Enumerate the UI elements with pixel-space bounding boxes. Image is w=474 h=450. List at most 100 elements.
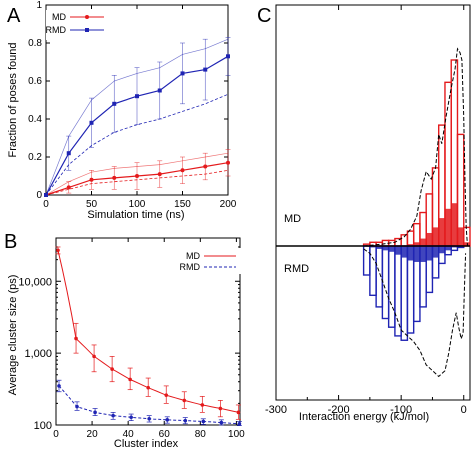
panel-a-md-point [157,172,162,177]
panel-a-plot: 0 50 100 150 200 0 0.2 0.4 0.6 0.8 1 [28,0,237,210]
panel-a-md-point [135,174,139,178]
panel-c-x-tick-label: -100 [390,404,412,416]
panel-a-md-point [66,185,71,190]
panel-c-rmd-filled-bar [451,246,458,248]
panel-b-y-tick-label: 100 [34,420,52,432]
panel-a-y-label: Fraction of poses found [7,43,19,158]
panel-b-rmd-point [147,416,151,421]
panel-b-x-tick-label: 40 [123,429,135,440]
panel-a-md-point [203,164,208,169]
panel-b-rmd-point [237,421,242,426]
panel-c-letter: C [257,5,271,27]
panel-c-rmd-open-bar [394,245,402,337]
panel-b-md-point [110,367,114,371]
panel-a-rmd-point [180,71,185,76]
panel-c-x-tick-label: 0 [461,404,467,416]
panel-b-md-point [56,248,60,253]
panel-b-md-point [164,393,169,397]
legend-md-label: MD [52,12,66,22]
panel-b-md-point [146,385,150,390]
panel-c-md-label: MD [284,213,301,225]
panel-a-y-tick-label: 1 [36,0,42,11]
panel-a-y-tick-label: 0.8 [28,38,42,49]
panel-b-md-point [218,406,223,411]
panel-a-rmd-point [44,193,48,197]
panel-b-x-tick-label: 100 [228,429,245,440]
panel-c-rmd-filled-bar [388,246,395,252]
panel-c-md-filled-bar [444,208,452,246]
panel-a-rmd-point [203,67,208,72]
panel-a-x-tick-label: 0 [43,199,49,210]
panel-c-md-filled-bar [419,238,427,246]
panel-b-y-tick-label: 10,000 [18,276,52,288]
legend-rmd-label: RMD [46,25,67,35]
panel-a-legend: MD RMD [46,10,116,40]
panel-b-md-point [74,336,78,341]
panel-b-plot: 0 20 40 60 80 100 100 1,000 10,000 [18,237,245,440]
panel-b-md-point [236,410,241,415]
panel-c-x-label: Interaction energy (kJ/mol) [299,411,429,423]
panel-a-x-tick-label: 200 [220,199,237,210]
panel-a-rmd-point [135,94,139,99]
panel-b-rmd-point [57,384,61,388]
panel-c-x-tick-label: -300 [265,404,287,416]
panel-b-md-point [128,377,132,382]
panel-b-md-point [182,398,187,403]
panel-c-rmd-filled-bar [407,246,414,261]
panel-c-rmd-filled-bar [376,246,383,249]
panel-b-x-tick-label: 80 [195,429,207,440]
panel-c-md-filled-bar [413,242,420,246]
panel-a-x-tick-label: 100 [129,199,146,210]
panel-a-md-point [226,160,230,165]
legend-b-rmd-label: RMD [180,262,201,272]
panel-b-rmd-point [201,419,206,424]
panel-a-y-tick-label: 0.2 [28,152,42,163]
panel-c-rmd-filled-bar [432,246,439,258]
panel-a-rmd-point [66,151,71,156]
panel-c-rmd-filled-bar [369,246,377,248]
panel-a-x-label: Simulation time (ns) [87,209,184,221]
panel-a-rmd-point [157,88,162,93]
panel-a-md-point [89,177,94,182]
panel-c-rmd-open-bar [387,245,396,328]
panel-c-rmd-filled-bar [394,246,402,255]
panel-b-x-tick-label: 20 [87,429,99,440]
panel-b-legend: MD RMD [180,248,242,274]
panel-c-rmd-filled-bar [426,246,433,261]
panel-b: B 0 20 40 60 80 100 100 1,000 10,000 Cluster ind… [4,231,245,450]
panel-b-x-tick-label: 60 [159,429,171,440]
panel-b-x-tick-label: 0 [53,429,59,440]
panel-c-x-tick-label: -200 [328,404,350,416]
panel-c-rmd-curve [363,248,467,378]
panel-c-rmd-open-bar [375,245,384,308]
panel-c-rmd-filled-bar [413,246,420,262]
panel-a: A 0 50 100 150 200 0 0.2 0.4 0.6 0.8 1 Simulation … [7,0,237,221]
panel-a-md-point [180,168,185,173]
panel-b-y-tick-label: 1,000 [24,348,52,360]
panel-c-md-filled-bar [457,227,464,246]
panel-b-letter: B [4,231,17,253]
panel-c-md-filled-bar [426,232,433,246]
panel-b-rmd-point [219,420,224,425]
panel-a-y-tick-label: 0 [36,190,42,201]
legend-b-md-label: MD [186,251,200,261]
panel-c-rmd-filled-bar [438,246,445,254]
panel-b-rmd-point [75,404,79,409]
panel-a-md-point [112,175,117,180]
panel-c-axes-frame [275,4,471,401]
panel-b-rmd-point [93,410,97,415]
panel-a-rmd-point [112,101,117,106]
panel-c-md-filled-bar [432,227,439,246]
panel-c-md-filled-bar [451,203,458,246]
panel-b-rmd-point [165,418,170,422]
panel-a-rmd-point [89,120,94,125]
panel-b-rmd-point [129,415,133,420]
legend-rmd-marker [85,28,89,32]
panel-c-md-filled-bar [438,218,445,246]
panel-a-y-tick-label: 0.6 [28,76,42,87]
panel-b-md-point [92,354,96,359]
panel-c-rmd-filled-bar [382,246,389,251]
panel-c-md-curve [363,47,468,247]
panel-c-rmd-open-bar [400,245,409,341]
